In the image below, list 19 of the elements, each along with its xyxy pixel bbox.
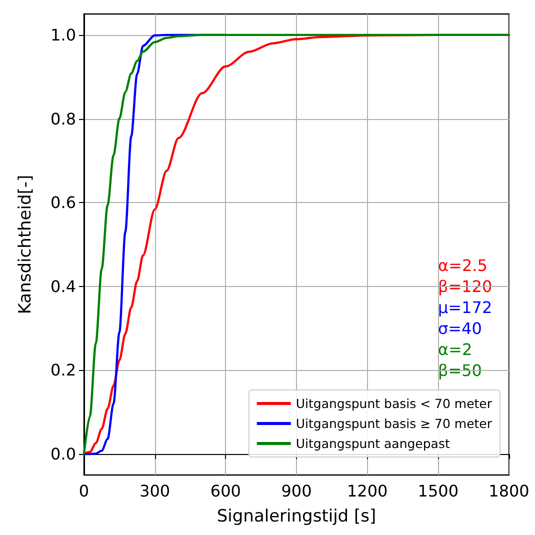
x-tick-label: 1800	[488, 482, 530, 500]
annotation: μ=172 σ=40	[438, 298, 492, 338]
x-tick-label: 300	[140, 482, 170, 500]
y-tick-label: 0.0	[50, 444, 76, 464]
x-tick-label: 900	[281, 482, 312, 500]
legend-label: Uitgangspunt basis ≥ 70 meter	[296, 416, 493, 431]
x-tick-label: 1500	[418, 482, 459, 500]
x-tick-label: 1200	[346, 482, 388, 500]
x-tick-label: 0	[78, 482, 90, 500]
y-tick-label: 1.0	[50, 25, 76, 44]
y-tick-label: 0.4	[50, 276, 76, 296]
y-tick-label: 0.2	[50, 360, 76, 380]
x-tick-label: 600	[210, 482, 241, 500]
y-axis-title: Kansdichtheid[-]	[16, 174, 36, 314]
x-axis-title: Signaleringstijd [s]	[216, 506, 376, 526]
y-tick-label: 0.8	[50, 109, 76, 128]
legend-label: Uitgangspunt aangepast	[296, 436, 450, 451]
legend-label: Uitgangspunt basis < 70 meter	[296, 396, 493, 411]
y-tick-label: 0.6	[50, 193, 76, 212]
